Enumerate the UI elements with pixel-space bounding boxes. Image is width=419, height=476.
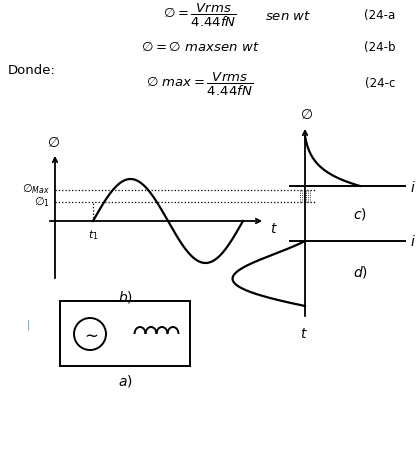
Text: $\varnothing = \dfrac{Vrms}{4.44fN}$: $\varnothing = \dfrac{Vrms}{4.44fN}$	[163, 1, 237, 29]
Text: $a)$: $a)$	[118, 372, 132, 388]
Text: $\sim$: $\sim$	[81, 325, 99, 343]
Text: $t_1$: $t_1$	[88, 228, 98, 241]
Text: |: |	[26, 319, 30, 329]
Text: $\varnothing$: $\varnothing$	[47, 136, 59, 149]
Text: (24-a: (24-a	[364, 9, 395, 21]
Text: Donde:: Donde:	[8, 64, 56, 77]
Text: $i$: $i$	[410, 179, 416, 194]
Bar	[60, 301, 190, 366]
Text: (24-b: (24-b	[364, 40, 395, 53]
Text: $t$: $t$	[300, 327, 308, 340]
Text: $d)$: $d)$	[352, 263, 367, 279]
Text: $c)$: $c)$	[353, 206, 367, 222]
Text: $\varnothing\ max = \dfrac{Vrms}{4.44fN}$: $\varnothing\ max = \dfrac{Vrms}{4.44fN}…	[147, 70, 253, 98]
Text: $sen\ wt$: $sen\ wt$	[265, 10, 311, 23]
Text: (24-c: (24-c	[365, 77, 395, 90]
Text: $t$: $t$	[270, 221, 278, 236]
Text: $\varnothing_{Max}$: $\varnothing_{Max}$	[22, 182, 50, 196]
Text: $\varnothing$: $\varnothing$	[300, 108, 313, 122]
Text: $\varnothing_1$: $\varnothing_1$	[34, 195, 50, 208]
Text: $b)$: $b)$	[117, 288, 132, 304]
Text: $\varnothing = \varnothing\ maxsen\ wt$: $\varnothing = \varnothing\ maxsen\ wt$	[141, 40, 259, 54]
Text: $i$: $i$	[410, 234, 416, 249]
